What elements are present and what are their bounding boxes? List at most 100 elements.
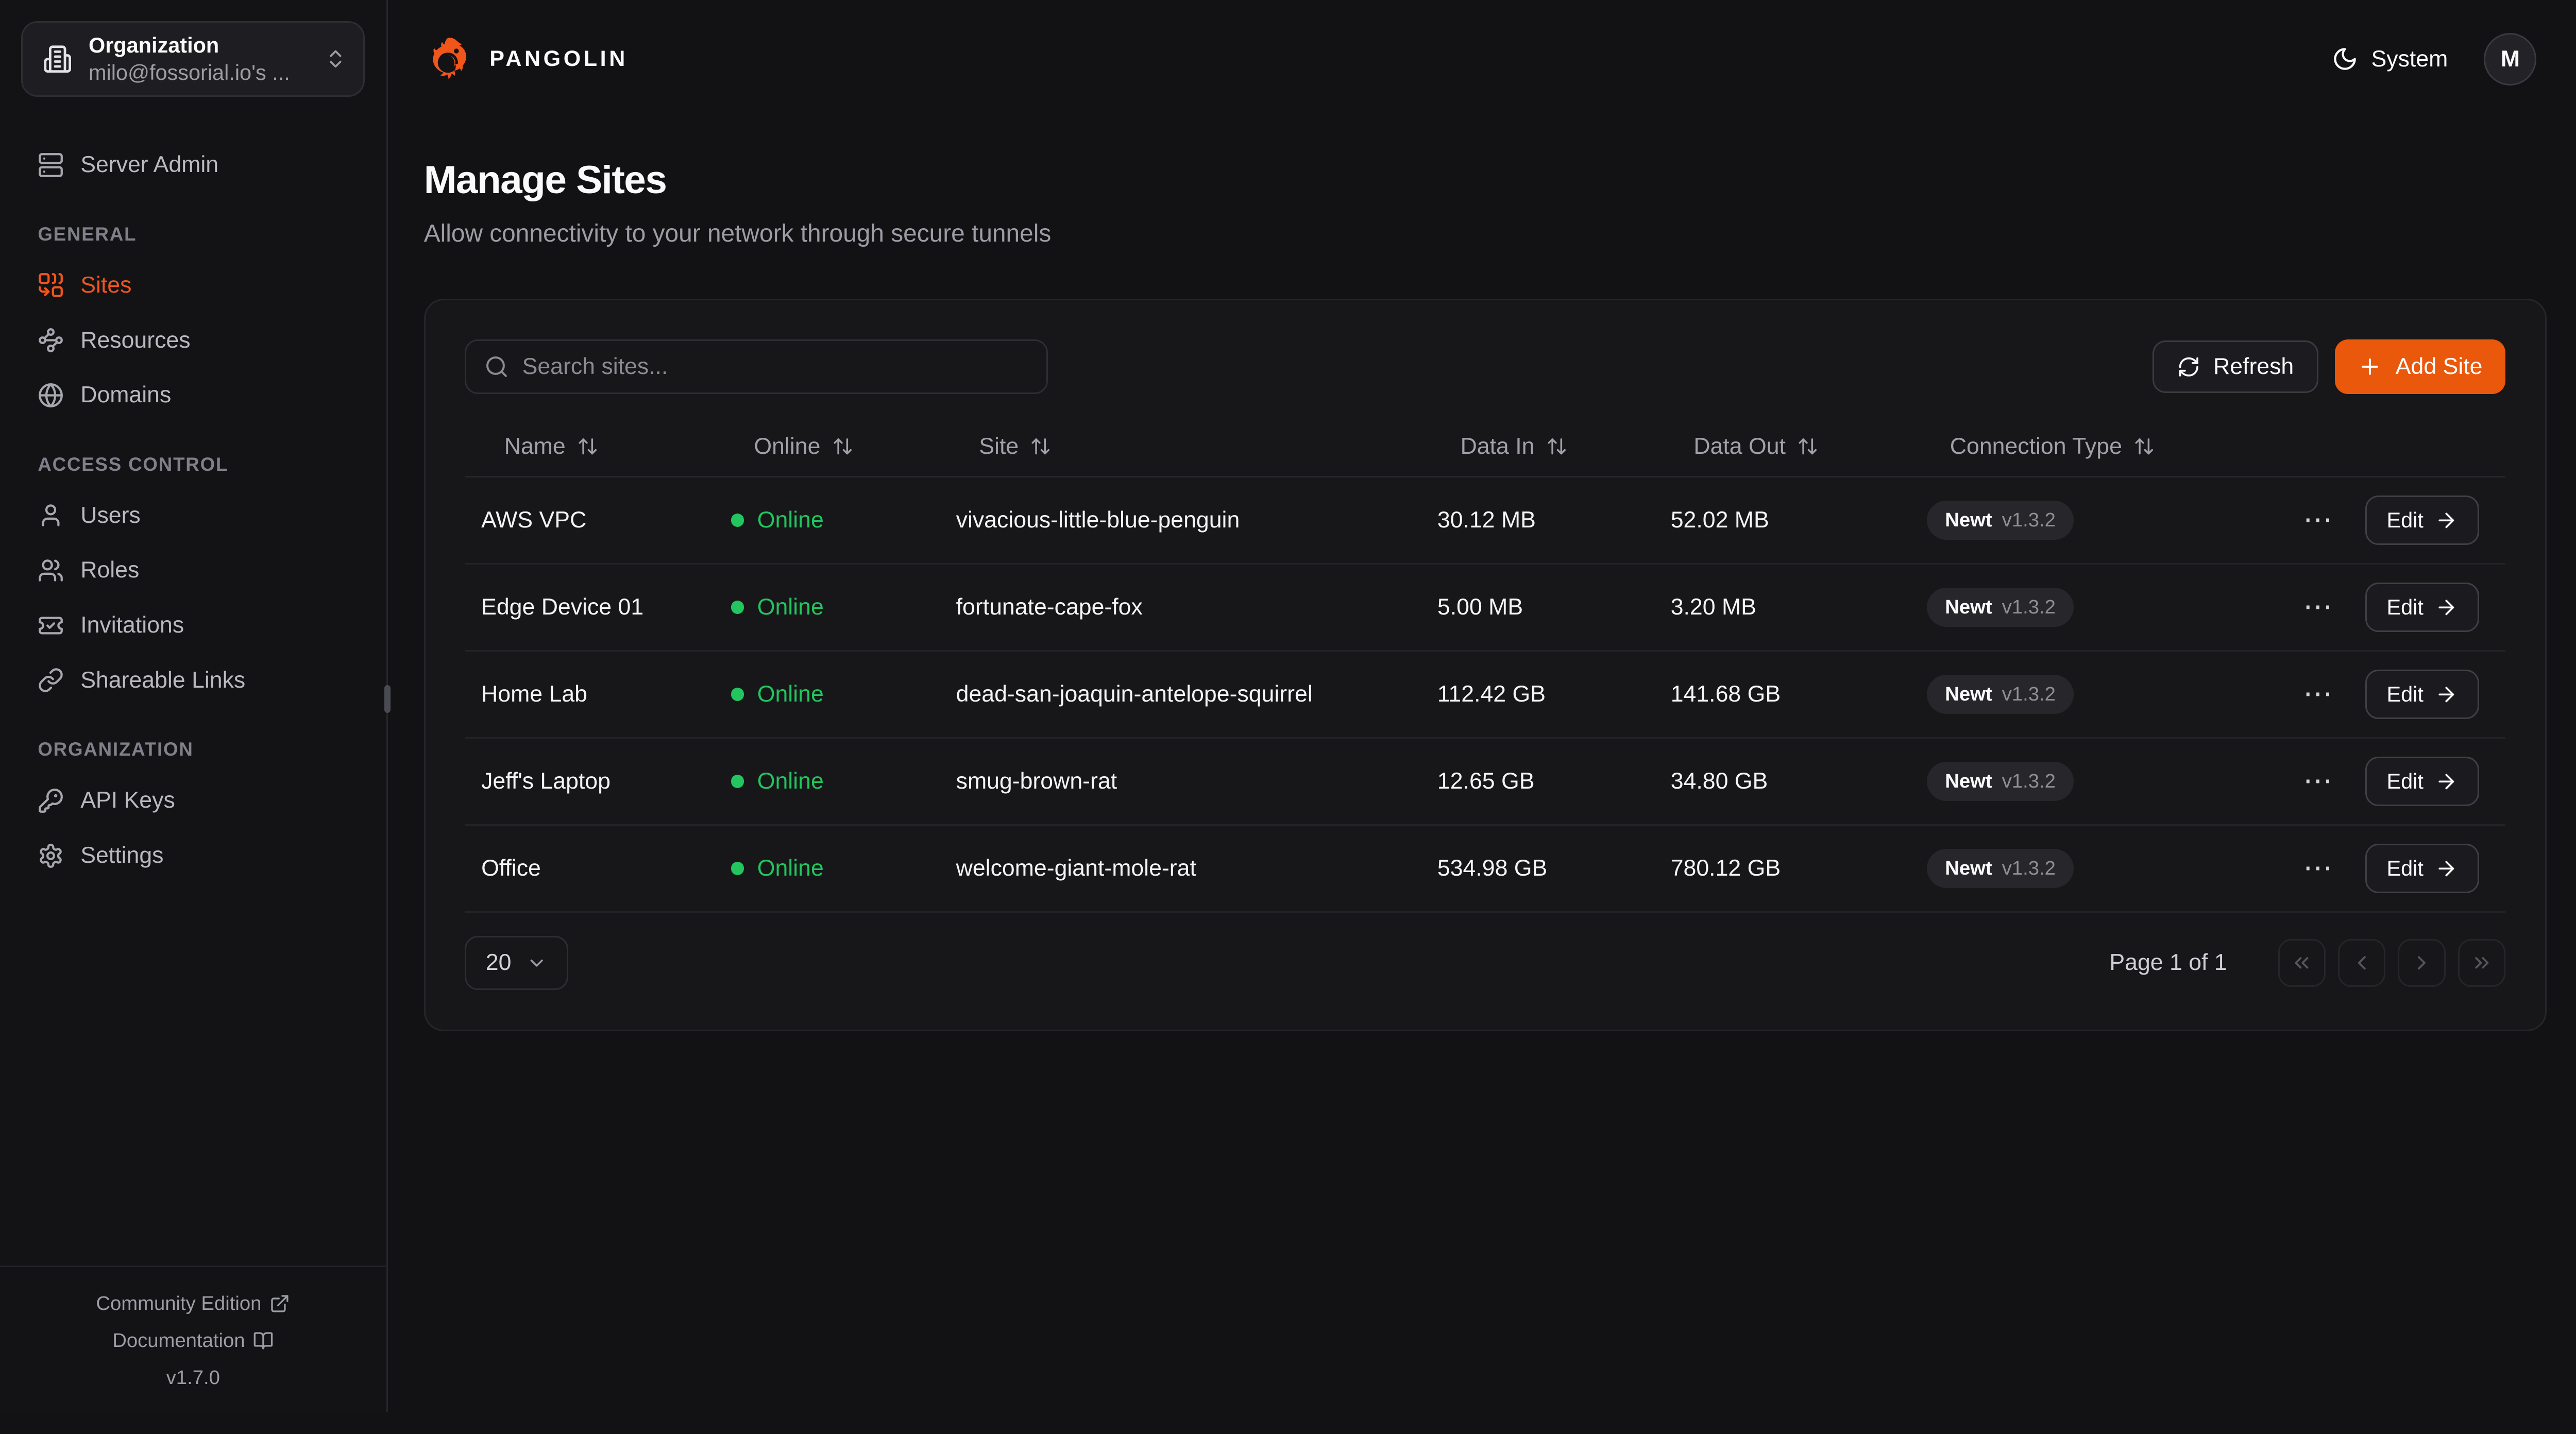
column-header-name[interactable]: Name — [465, 434, 715, 459]
org-selector[interactable]: Organization milo@fossorial.io's ... — [21, 21, 365, 97]
add-site-button[interactable]: Add Site — [2334, 339, 2506, 394]
chevron-down-icon — [526, 952, 547, 974]
sidebar-item-roles[interactable]: Roles — [21, 547, 365, 594]
first-page-button[interactable] — [2278, 939, 2326, 987]
edit-button[interactable]: Edit — [2365, 757, 2480, 806]
gear-icon — [38, 843, 64, 869]
arrow-right-icon — [2435, 770, 2458, 793]
table-row: Edge Device 01 Online fortunate-cape-fox… — [465, 565, 2506, 652]
online-status-dot — [731, 514, 744, 527]
connection-badge: Newt v1.3.2 — [1927, 588, 2074, 627]
sidebar-scrollbar-thumb[interactable] — [384, 685, 391, 713]
connection-name: Newt — [1945, 596, 1992, 619]
column-header-data-in[interactable]: Data In — [1421, 434, 1654, 459]
row-menu-button[interactable]: ⋯ — [2296, 673, 2339, 716]
sidebar-item-label: Roles — [80, 557, 140, 583]
search-input[interactable] — [522, 353, 1029, 380]
data-in-cell: 534.98 GB — [1437, 856, 1548, 881]
row-menu-button[interactable]: ⋯ — [2296, 760, 2339, 803]
sidebar-item-resources[interactable]: Resources — [21, 316, 365, 364]
sidebar-item-label: Users — [80, 502, 141, 528]
status-label: Online — [757, 507, 824, 533]
site-name-cell: Home Lab — [481, 681, 587, 707]
page-subtitle: Allow connectivity to your network throu… — [423, 219, 1052, 247]
column-header-data-out[interactable]: Data Out — [1654, 434, 1910, 459]
edit-button[interactable]: Edit — [2365, 670, 2480, 719]
theme-toggle[interactable]: System — [2332, 46, 2448, 72]
community-edition-link[interactable]: Community Edition — [16, 1285, 370, 1322]
chevron-right-icon — [2418, 956, 2426, 970]
edit-button[interactable]: Edit — [2365, 844, 2480, 893]
sidebar-item-label: Resources — [80, 327, 191, 353]
status-cell: Online — [715, 856, 940, 881]
row-menu-button[interactable]: ⋯ — [2296, 586, 2339, 629]
table-row: Jeff's Laptop Online smug-brown-rat 12.6… — [465, 739, 2506, 826]
data-in-cell: 12.65 GB — [1437, 769, 1535, 794]
prev-page-button[interactable] — [2337, 939, 2386, 987]
sidebar-item-invitations[interactable]: Invitations — [21, 602, 365, 649]
sidebar-item-domains[interactable]: Domains — [21, 371, 365, 419]
edit-button[interactable]: Edit — [2365, 496, 2480, 545]
sites-table: Name Online Site Data In — [465, 417, 2506, 913]
sidebar-item-sites[interactable]: Sites — [21, 262, 365, 309]
sidebar-item-users[interactable]: Users — [21, 491, 365, 539]
sites-toolbar: Refresh Add Site — [465, 339, 2506, 394]
sort-icon — [832, 436, 853, 457]
online-status-dot — [731, 862, 744, 875]
status-cell: Online — [715, 594, 940, 620]
sidebar-item-api-keys[interactable]: API Keys — [21, 777, 365, 824]
site-name-cell: Jeff's Laptop — [481, 769, 611, 794]
edit-label: Edit — [2386, 769, 2424, 794]
edit-label: Edit — [2386, 682, 2424, 707]
sidebar-item-settings[interactable]: Settings — [21, 832, 365, 879]
refresh-button[interactable]: Refresh — [2153, 340, 2318, 393]
column-label: Online — [754, 433, 821, 459]
data-out-cell: 3.20 MB — [1670, 594, 1756, 620]
avatar-initial: M — [2500, 46, 2520, 72]
connection-badge: Newt v1.3.2 — [1927, 675, 2074, 714]
connection-type-cell: Newt v1.3.2 — [1910, 501, 2296, 540]
connection-name: Newt — [1945, 857, 1992, 880]
edit-button[interactable]: Edit — [2365, 583, 2480, 632]
page-title: Manage Sites — [423, 158, 667, 202]
column-label: Name — [504, 433, 566, 459]
theme-label: System — [2371, 46, 2448, 72]
sidebar-item-label: Invitations — [80, 612, 184, 638]
connection-version: v1.3.2 — [2002, 509, 2056, 532]
globe-icon — [38, 382, 64, 408]
connection-version: v1.3.2 — [2002, 770, 2056, 793]
column-label: Data Out — [1693, 433, 1786, 459]
status-cell: Online — [715, 769, 940, 794]
avatar[interactable]: M — [2484, 32, 2537, 86]
arrow-right-icon — [2435, 683, 2458, 706]
status-label: Online — [757, 681, 824, 707]
table-row: AWS VPC Online vivacious-little-blue-pen… — [465, 477, 2506, 565]
online-status-dot — [731, 688, 744, 701]
version-text: v1.7.0 — [166, 1366, 220, 1389]
key-icon — [38, 788, 64, 814]
table-body: AWS VPC Online vivacious-little-blue-pen… — [465, 477, 2506, 913]
next-page-button[interactable] — [2398, 939, 2446, 987]
connection-type-cell: Newt v1.3.2 — [1910, 675, 2296, 714]
last-page-button[interactable] — [2458, 939, 2506, 987]
arrow-right-icon — [2435, 857, 2458, 880]
sidebar-item-shareable-links[interactable]: Shareable Links — [21, 657, 365, 704]
connection-type-cell: Newt v1.3.2 — [1910, 849, 2296, 889]
data-out-cell: 141.68 GB — [1670, 681, 1781, 707]
sidebar-item-label: Sites — [80, 272, 132, 298]
brand[interactable]: PANGOLIN — [424, 33, 628, 84]
data-out-cell: 780.12 GB — [1670, 856, 1781, 881]
page-size-select[interactable]: 20 — [465, 935, 569, 991]
combine-icon — [38, 272, 64, 298]
column-header-site[interactable]: Site — [940, 434, 1421, 459]
row-menu-button[interactable]: ⋯ — [2296, 499, 2339, 542]
column-header-connection-type[interactable]: Connection Type — [1910, 434, 2505, 459]
column-header-online[interactable]: Online — [715, 434, 940, 459]
site-id-cell: dead-san-joaquin-antelope-squirrel — [956, 681, 1313, 707]
documentation-link[interactable]: Documentation — [16, 1322, 370, 1359]
row-menu-button[interactable]: ⋯ — [2296, 847, 2339, 890]
sidebar-item-server-admin[interactable]: Server Admin — [21, 141, 365, 189]
site-name-cell: AWS VPC — [481, 507, 587, 533]
column-label: Site — [979, 433, 1019, 459]
page-info: Page 1 of 1 — [2109, 950, 2227, 976]
